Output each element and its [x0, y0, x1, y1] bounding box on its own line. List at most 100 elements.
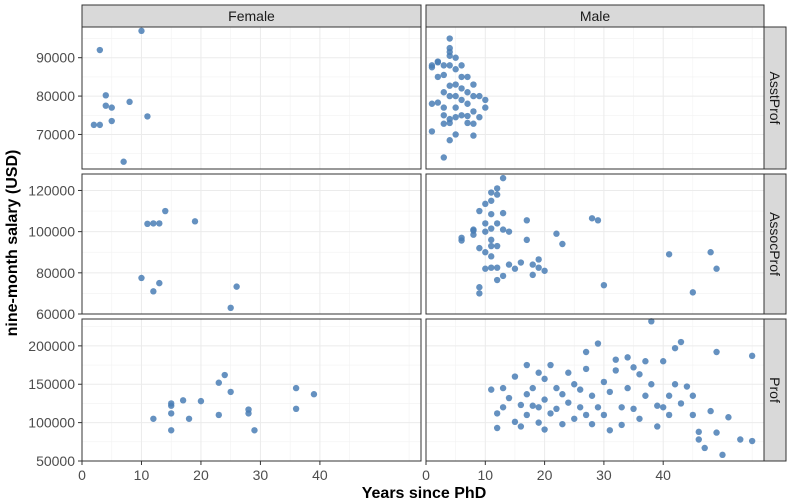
data-point — [428, 128, 436, 135]
data-point — [541, 426, 548, 433]
data-point — [529, 384, 536, 392]
data-point — [440, 71, 447, 79]
data-point — [600, 281, 608, 289]
data-point — [446, 92, 453, 100]
data-point — [719, 451, 726, 459]
data-point — [446, 62, 453, 69]
data-point — [547, 410, 554, 417]
data-point — [470, 92, 477, 100]
data-point — [648, 381, 655, 388]
panel-prof-male — [425, 318, 765, 462]
data-point — [529, 402, 536, 409]
data-point — [102, 102, 109, 109]
data-point — [488, 242, 495, 250]
data-point — [576, 386, 584, 393]
data-point — [446, 52, 453, 59]
data-point — [511, 373, 519, 380]
y-tick-label: 150000 — [28, 376, 75, 392]
data-point — [695, 436, 702, 443]
data-point — [677, 400, 685, 407]
data-point — [618, 404, 625, 411]
data-point — [636, 371, 643, 378]
data-point — [470, 226, 477, 233]
data-point — [535, 419, 542, 426]
y-tick-label: 60000 — [36, 306, 75, 322]
data-point — [654, 423, 661, 430]
data-point — [588, 420, 596, 428]
data-point — [541, 375, 548, 383]
data-point — [292, 384, 300, 392]
x-tick-label: 20 — [193, 467, 209, 483]
data-point — [517, 423, 525, 430]
data-point — [612, 356, 619, 363]
data-point — [476, 207, 483, 215]
x-tick-label: 0 — [422, 467, 430, 483]
data-point — [659, 358, 667, 365]
data-point — [428, 100, 436, 107]
y-tick-label: 70000 — [36, 126, 75, 142]
data-point — [470, 120, 477, 127]
data-point — [505, 394, 513, 402]
data-point — [150, 220, 157, 227]
panel-prof-female — [81, 318, 422, 462]
data-point — [428, 64, 436, 71]
data-point — [452, 92, 459, 100]
data-point — [434, 99, 442, 106]
data-point — [233, 283, 240, 290]
x-tick-label: 30 — [253, 467, 269, 483]
data-point — [168, 410, 175, 417]
data-point — [588, 392, 596, 399]
strip-label-female: Female — [228, 8, 275, 24]
data-point — [748, 437, 756, 445]
data-point — [493, 220, 501, 227]
x-tick-label: 10 — [134, 467, 150, 483]
data-point — [185, 415, 193, 422]
data-point — [665, 251, 673, 258]
data-point — [488, 236, 495, 244]
data-point — [505, 261, 513, 268]
data-point — [582, 365, 590, 373]
panel-border — [425, 26, 765, 170]
data-point — [482, 220, 489, 227]
data-point — [251, 427, 258, 434]
data-point — [571, 381, 578, 388]
data-point — [689, 289, 697, 296]
data-point — [476, 284, 483, 291]
data-point — [96, 121, 104, 129]
data-point — [594, 404, 602, 411]
data-point — [458, 85, 465, 92]
data-point — [559, 240, 566, 248]
data-point — [245, 406, 252, 413]
data-point — [488, 225, 495, 232]
x-tick-label: 20 — [537, 467, 553, 483]
data-point — [748, 352, 756, 360]
x-axes: 0 10 20 30 40 0 10 20 30 40 — [78, 461, 671, 483]
data-point — [606, 427, 614, 434]
data-point — [600, 411, 608, 419]
data-point — [452, 81, 459, 88]
data-point — [488, 386, 495, 393]
panel-border — [81, 173, 422, 315]
data-point — [499, 384, 507, 392]
data-point — [168, 400, 175, 407]
data-point — [464, 89, 471, 96]
data-point — [108, 117, 115, 125]
data-point — [523, 217, 531, 224]
data-point — [156, 220, 163, 227]
data-point — [565, 369, 572, 376]
data-point — [695, 428, 702, 436]
y-tick-label: 100000 — [28, 415, 75, 431]
data-point — [227, 388, 234, 396]
data-point — [701, 444, 708, 452]
data-point — [493, 276, 501, 284]
data-point — [452, 66, 459, 73]
data-point — [713, 429, 720, 436]
data-point — [150, 415, 157, 422]
panel-background — [82, 319, 421, 461]
x-axis-title: Years since PhD — [362, 485, 487, 502]
data-point — [582, 411, 590, 419]
data-point — [493, 191, 501, 198]
data-point — [517, 401, 525, 409]
data-point — [659, 404, 667, 411]
